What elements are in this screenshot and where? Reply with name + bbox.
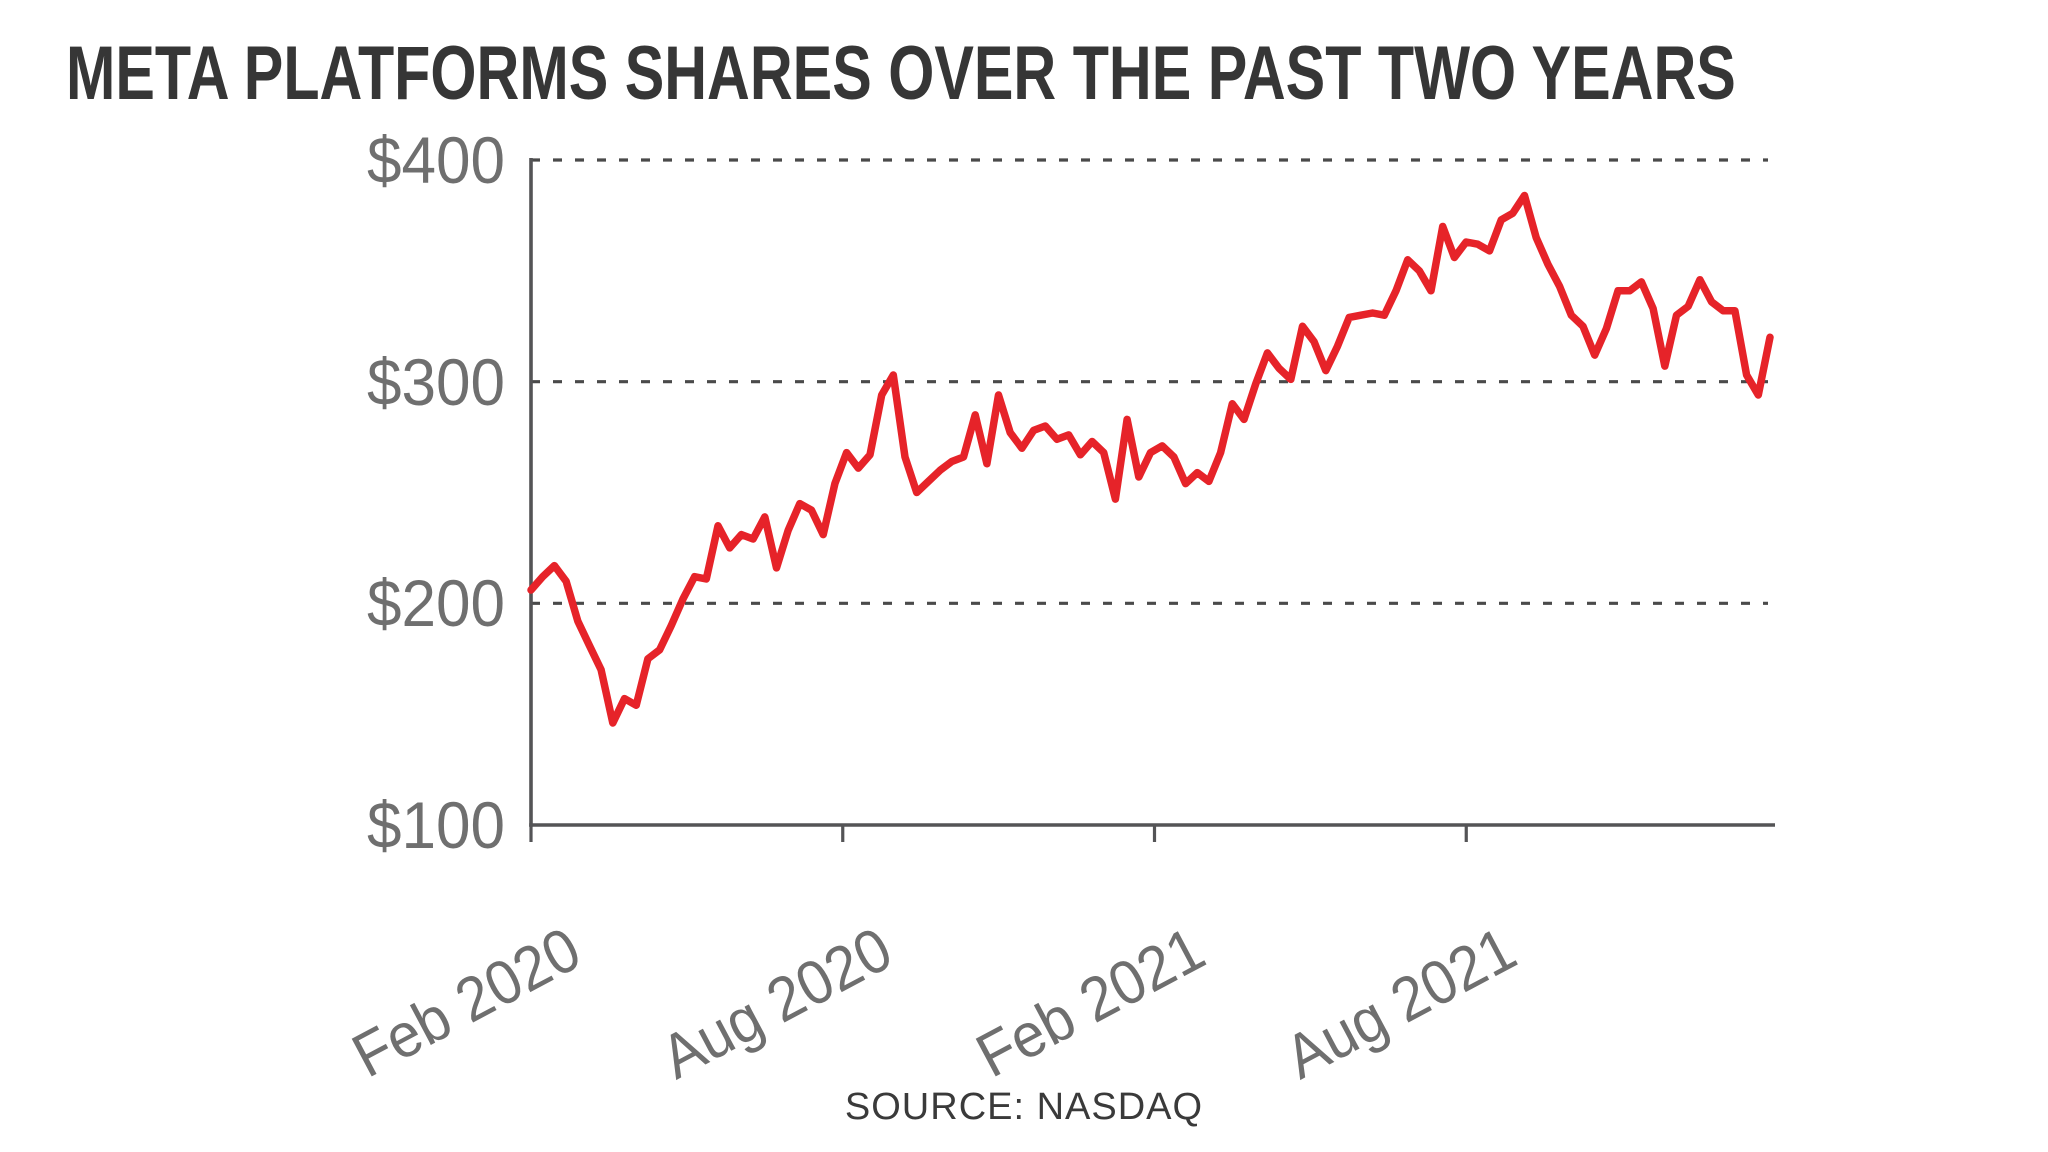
source-caption: SOURCE: NASDAQ <box>844 1086 1204 1128</box>
y-axis-label-200: $200 <box>366 566 505 641</box>
price-line <box>527 191 1774 727</box>
y-axis-label-400: $400 <box>366 123 505 197</box>
y-axis-label-100: $100 <box>366 788 505 862</box>
chart-title: META PLATFORMS SHARES OVER THE PAST TWO … <box>66 31 1736 116</box>
y-axis-label-300: $300 <box>366 344 505 419</box>
